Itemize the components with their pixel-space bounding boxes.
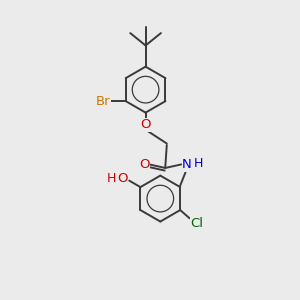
Text: Br: Br <box>96 94 110 108</box>
Text: H: H <box>194 157 204 170</box>
Text: Cl: Cl <box>190 217 203 230</box>
Text: H: H <box>106 172 116 185</box>
Text: N: N <box>182 158 192 171</box>
Text: O: O <box>117 172 128 185</box>
Text: O: O <box>139 158 149 171</box>
Text: O: O <box>140 118 151 131</box>
